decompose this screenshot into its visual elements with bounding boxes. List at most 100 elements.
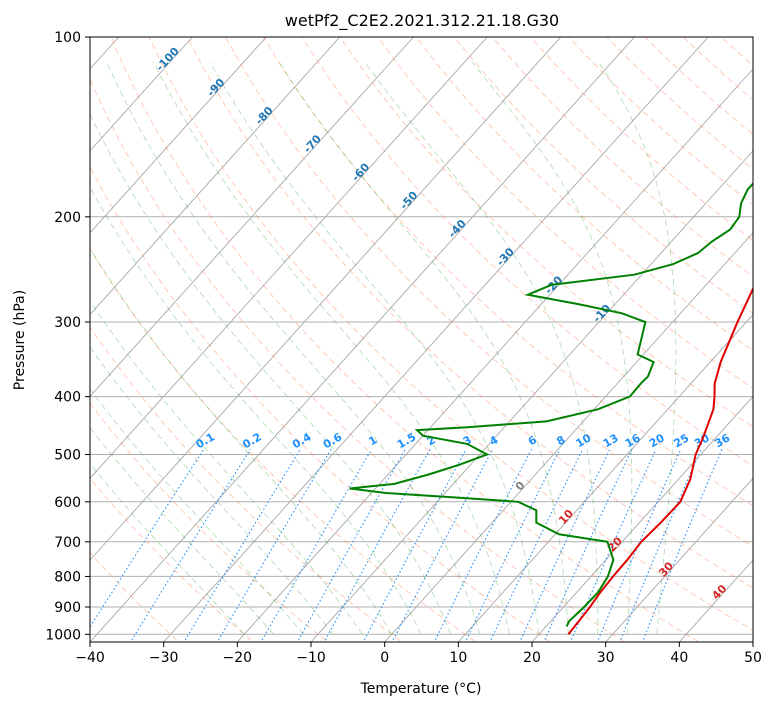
y-tick-label: 600: [54, 495, 81, 511]
x-tick-label: 50: [744, 650, 762, 666]
y-axis: 100 200 300 400 500 600 700 800 900 1000: [45, 30, 90, 643]
isotherm-line: [90, 37, 414, 398]
y-tick-label: 1000: [45, 627, 81, 643]
mixing-ratio-line: [129, 449, 251, 642]
x-tick-label: 30: [597, 650, 615, 666]
isotherm-line: [310, 150, 753, 642]
moist-adiabat: [209, 61, 540, 635]
mixing-ratio-label: 0.4: [290, 430, 314, 451]
y-tick-label: 900: [54, 600, 81, 616]
mixing-ratio-line: [642, 449, 723, 642]
moist-adiabat: [152, 61, 510, 635]
dry-adiabat: [377, 37, 753, 389]
moist-adiabat: [90, 388, 304, 635]
y-tick-label: 400: [54, 390, 81, 406]
isotherm-label: 10: [556, 507, 576, 527]
isotherm-label: -30: [494, 245, 517, 269]
dry-adiabat: [90, 166, 552, 642]
dry-adiabat: [90, 247, 477, 642]
isotherm-line: [678, 559, 753, 642]
mixing-ratio-label: 10: [574, 431, 594, 450]
mixing-ratio-line: [489, 449, 584, 642]
isotherm-line: [605, 477, 753, 642]
chart-title: wetPf2_C2E2.2021.312.21.18.G30: [285, 11, 559, 31]
dry-adiabat: [530, 37, 753, 241]
mixing-ratio-label: 0.1: [194, 430, 217, 451]
isotherm-line: [236, 68, 753, 642]
moist-adiabat: [106, 61, 481, 635]
dry-adiabat: [263, 37, 753, 507]
mixing-ratio-label: 0.6: [321, 430, 345, 451]
isotherm-line: [90, 37, 635, 642]
x-tick-label: −40: [75, 650, 105, 666]
x-tick-label: 10: [449, 650, 467, 666]
isotherm-label: -60: [349, 160, 372, 184]
mixing-ratio-line: [90, 448, 205, 628]
temperature-line: [567, 286, 753, 635]
mixing-ratio-line: [260, 449, 373, 642]
moist-adiabat: [598, 61, 677, 635]
x-tick-label: 20: [523, 650, 541, 666]
y-tick-label: 300: [54, 315, 81, 331]
isotherm-line: [90, 37, 562, 561]
moist-adiabat: [90, 299, 363, 635]
background-lines: [90, 37, 753, 642]
dry-adiabat: [148, 37, 753, 631]
isotherm-line: [90, 37, 267, 234]
isotherm-line: [90, 37, 488, 480]
mixing-ratio-label: 25: [672, 431, 692, 450]
mixing-ratio-label: 13: [601, 431, 621, 450]
dry-adiabat: [90, 77, 626, 642]
isotherm-label: -90: [204, 76, 227, 100]
isotherm-label: -80: [253, 104, 276, 128]
x-tick-label: −10: [296, 650, 326, 666]
isotherm-line: [752, 641, 753, 642]
dry-adiabat: [90, 326, 403, 642]
isotherm-line: [384, 232, 753, 642]
mixing-ratio-label: 4: [487, 433, 500, 448]
moist-adiabat: [278, 61, 569, 635]
x-tick-label: −30: [149, 650, 179, 666]
y-tick-label: 800: [54, 569, 81, 585]
isotherm-line: [90, 37, 193, 152]
isotherm-label: 40: [709, 582, 729, 602]
moist-adiabat: [90, 113, 451, 635]
mixing-ratio-label: 6: [526, 433, 539, 448]
x-tick-label: 40: [670, 650, 688, 666]
dry-adiabat: [568, 37, 753, 206]
x-tick-label: 0: [380, 650, 389, 666]
dry-adiabat: [453, 37, 753, 314]
dry-adiabat: [301, 37, 753, 467]
dry-adiabat: [225, 37, 753, 548]
dry-adiabat: [90, 477, 254, 642]
y-tick-label: 700: [54, 535, 81, 551]
x-tick-label: −20: [223, 650, 253, 666]
dry-adiabat: [110, 37, 700, 642]
mixing-ratio-label: 0.2: [240, 430, 263, 451]
isotherm-label: -40: [446, 217, 469, 241]
y-axis-label: Pressure (hPa): [12, 290, 28, 390]
x-axis: −40 −30 −20 −10 0 10 20 30 40 50: [75, 642, 762, 666]
mixing-ratio-label: 20: [647, 431, 667, 450]
dry-adiabat: [644, 37, 753, 135]
y-tick-label: 100: [54, 30, 81, 46]
mixing-ratio-line: [543, 449, 633, 642]
isotherm-label: -100: [153, 45, 182, 74]
plot-frame: [89, 36, 754, 643]
moist-adiabat: [471, 61, 633, 635]
profile-series: [349, 182, 753, 635]
isotherm-label: 0: [513, 479, 528, 494]
mixing-ratio-line: [519, 449, 611, 642]
dry-adiabat: [415, 37, 753, 352]
mixing-ratio-line: [619, 449, 702, 642]
isotherm-label: -50: [397, 189, 420, 213]
dry-adiabat: [90, 552, 180, 642]
dry-adiabat: [90, 402, 329, 642]
isotherm-line: [531, 395, 753, 642]
y-tick-label: 500: [54, 448, 81, 464]
mixing-ratio-line: [464, 449, 561, 642]
mixing-ratio-label: 1.5: [395, 430, 418, 451]
mixing-ratio-line: [183, 449, 301, 642]
isotherm-line: [90, 37, 341, 316]
isotherm-label: -70: [301, 132, 324, 156]
